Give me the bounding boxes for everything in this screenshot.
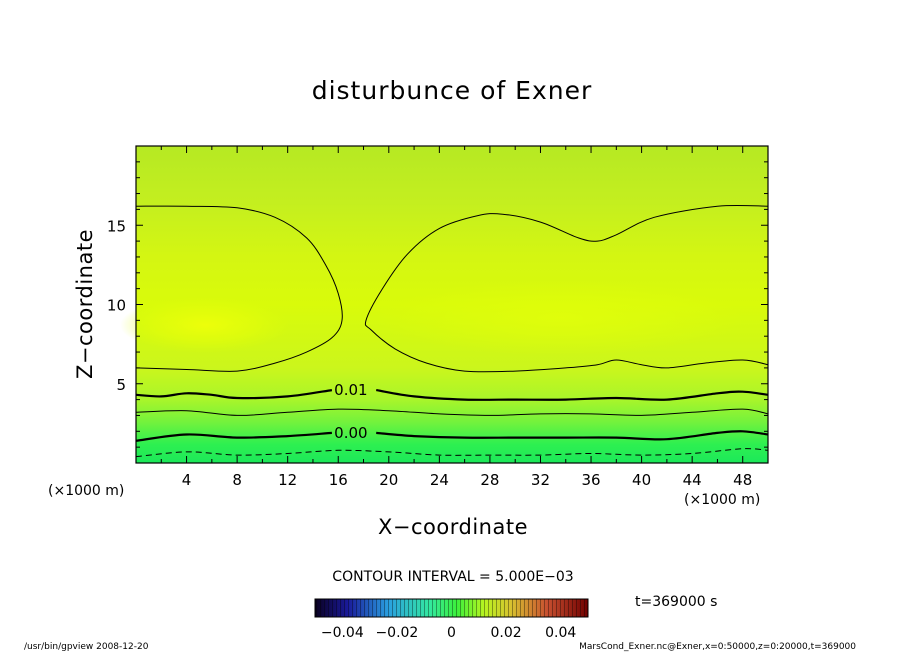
colorbar: [314, 598, 589, 618]
contour-line: [135, 408, 769, 416]
contour-line: [135, 205, 343, 372]
x-axis-ticks: 4 8 12 16 20 24 28 32 36 40 44 48: [135, 146, 769, 489]
contour-labels: 0.01 0.00: [334, 381, 367, 442]
x-tick-label: 48: [733, 471, 752, 489]
x-tick-label: 44: [683, 471, 702, 489]
contour-line: [135, 448, 769, 458]
contour-line: [376, 430, 769, 441]
field-high-right: [375, 280, 745, 356]
x-tick-label: 4: [182, 471, 192, 489]
x-tick-label: 32: [531, 471, 550, 489]
x-unit-right: (×1000 m): [684, 492, 761, 508]
x-tick-label: 8: [232, 471, 242, 489]
footer-left: /usr/bin/gpview 2008-12-20: [24, 642, 149, 652]
x-tick-label: 20: [379, 471, 398, 489]
footer-right: MarsCond_Exner.nc@Exner,x=0:50000,z=0:20…: [579, 642, 856, 652]
colorbar-frame: [314, 598, 589, 618]
colorbar-tick-label: −0.04: [321, 625, 364, 641]
time-label: t=369000 s: [635, 594, 718, 610]
contour-label: 0.00: [334, 424, 367, 442]
contour-interval: CONTOUR INTERVAL = 5.000E−03: [332, 569, 574, 585]
x-tick-label: 24: [430, 471, 449, 489]
x-tick-label: 28: [480, 471, 499, 489]
colorbar-tick-label: 0.04: [545, 625, 576, 641]
field-high-left: [120, 297, 290, 353]
contour-line: [135, 389, 333, 400]
contour-line: [376, 389, 769, 401]
x-tick-label: 12: [278, 471, 297, 489]
chart-title: disturbunce of Exner: [311, 76, 593, 105]
colorbar-tick-label: 0.02: [491, 625, 522, 641]
y-axis-label: Z−coordinate: [73, 229, 97, 379]
x-tick-label: 16: [329, 471, 348, 489]
contour-line: [364, 204, 769, 373]
contour-line: [135, 431, 332, 442]
y-tick-label: 15: [107, 217, 126, 235]
contour-lines: [135, 204, 769, 458]
y-axis-ticks: 5 10 15: [107, 145, 768, 464]
x-axis-label: X−coordinate: [378, 515, 528, 539]
colorbar-tick-label: 0: [447, 625, 456, 641]
colorbar-tick-label: −0.02: [375, 625, 418, 641]
y-tick-label: 10: [107, 297, 126, 315]
y-tick-label: 5: [116, 376, 126, 394]
x-tick-label: 40: [632, 471, 651, 489]
x-tick-label: 36: [581, 471, 600, 489]
x-unit-left: (×1000 m): [48, 483, 125, 499]
contour-label: 0.01: [334, 381, 367, 399]
colorbar-stripe-overlay: [315, 599, 588, 617]
